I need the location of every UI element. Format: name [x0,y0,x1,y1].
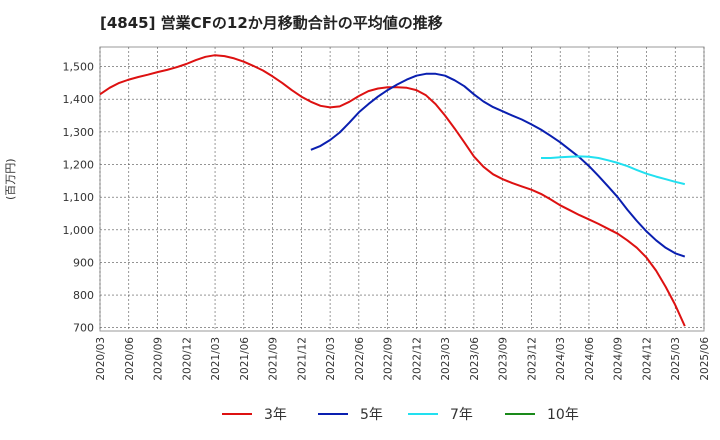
x-tick-label: 2023/09 [498,337,510,381]
x-tick-label: 2024/03 [555,337,567,381]
y-tick-label: 800 [73,289,94,302]
y-tick-label: 1,100 [63,191,95,204]
legend-label: 5年 [360,407,383,423]
x-tick-label: 2022/06 [354,337,366,381]
x-tick-label: 2020/06 [124,337,136,381]
legend-label: 7年 [450,407,473,423]
x-tick-label: 2020/03 [95,337,107,381]
y-tick-label: 1,400 [63,93,95,106]
x-tick-label: 2022/03 [325,337,337,381]
x-tick-label: 2021/12 [296,337,308,381]
legend-label: 3年 [264,407,287,423]
plot-area [99,46,705,332]
y-tick-label: 1,200 [63,159,95,172]
x-tick-label: 2025/03 [670,337,682,381]
y-tick-label: 700 [73,322,94,335]
series-line [310,72,686,258]
x-tick-label: 2021/09 [268,337,280,381]
x-tick-label: 2024/06 [584,337,596,381]
x-tick-label: 2022/09 [383,337,395,381]
x-tick-label: 2024/12 [641,337,653,381]
legend-label: 10年 [547,407,579,423]
x-tick-label: 2021/03 [210,337,222,381]
x-tick-label: 2022/12 [411,337,423,381]
x-tick-label: 2020/09 [153,337,165,381]
x-tick-label: 2023/03 [440,337,452,381]
x-tick-label: 2024/09 [613,337,625,381]
y-tick-label: 900 [73,256,94,269]
y-tick-label: 1,000 [63,224,95,237]
y-tick-label: 1,500 [63,61,95,74]
x-tick-label: 2020/12 [181,337,193,381]
x-tick-label: 2021/06 [239,337,251,381]
y-tick-label: 1,300 [63,126,95,139]
x-tick-label: 2023/06 [469,337,481,381]
x-tick-label: 2025/06 [699,337,711,381]
chart-title: [4845] 営業CFの12か月移動合計の平均値の推移 [100,14,443,32]
series-line [541,155,686,186]
x-tick-label: 2023/12 [526,337,538,381]
